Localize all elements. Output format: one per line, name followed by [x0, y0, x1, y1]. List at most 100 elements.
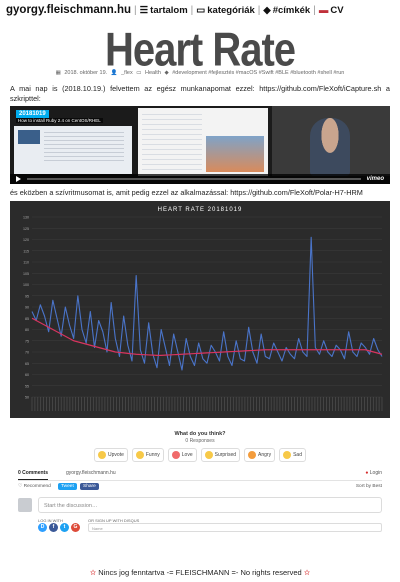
login-label: Login [369, 470, 382, 476]
reaction-label: Angry [258, 452, 272, 458]
reaction-label: Upvote [108, 452, 124, 458]
chart-svg: HEART RATE 20181019 50 55 60 65 70 75 80 85 90 95… [23, 207, 383, 411]
intro-text: A mai nap is (2018.10.19.) felvettem az … [10, 84, 260, 93]
y-tick-label: 65 [25, 362, 29, 366]
reaction-sad[interactable]: Sad [279, 448, 306, 462]
y-tick-label: 80 [25, 328, 29, 332]
calendar-icon: ▦ [55, 70, 61, 76]
avatar [18, 498, 32, 512]
nav-item-label: CV [330, 4, 344, 16]
hrm-text: és eközben a szívritmusomat is, amit ped… [10, 188, 231, 197]
y-tick-label: 55 [25, 384, 29, 388]
twitter-login-icon[interactable]: t [60, 523, 69, 532]
y-tick-label: 125 [23, 227, 29, 231]
y-tick-label: 110 [23, 261, 29, 265]
play-icon[interactable] [16, 176, 21, 182]
post-category[interactable]: Health [145, 70, 161, 76]
response-count: 0 Responses [185, 438, 215, 444]
polar-link[interactable]: https://github.com/FleXoft/Polar-H7-HRM [230, 188, 363, 197]
recommend-button[interactable]: ♡ Recommend [18, 484, 51, 489]
top-nav: gyorgy.fleischmann.hu | ☰ tartalom | ▭ k… [0, 0, 400, 20]
reaction-funny[interactable]: Funny [131, 448, 164, 462]
tag-icon: ◆ [164, 70, 169, 76]
y-tick-label: 85 [25, 317, 29, 321]
reaction-love[interactable]: Love [167, 448, 197, 462]
reaction-label: Surprised [214, 452, 237, 458]
site-title-link[interactable]: gyorgy.fleischmann.hu [6, 4, 132, 16]
tab-comments[interactable]: 0 Comments [18, 470, 49, 480]
chart-title: HEART RATE 20181019 [158, 207, 243, 213]
reaction-angry[interactable]: Angry [244, 448, 276, 462]
flag-icon: ▬ [318, 4, 329, 16]
google-login-icon[interactable]: G [71, 523, 80, 532]
reaction-label: Love [181, 452, 193, 458]
surprised-face-icon [204, 451, 213, 459]
reaction-upvote[interactable]: Upvote [94, 448, 128, 462]
reaction-label: Sad [293, 452, 302, 458]
nav-item-label: tartalom [150, 4, 188, 16]
video-browser-window [142, 114, 202, 172]
folder-icon: ▭ [196, 4, 206, 16]
nav-item-kategoriak[interactable]: ▭ kategóriák [196, 5, 255, 16]
nav-item-cv[interactable]: ▬ CV [319, 5, 344, 16]
y-tick-label: 95 [25, 294, 29, 298]
reaction-question: What do you think? [174, 431, 226, 437]
video-progress-bar[interactable] [27, 178, 361, 180]
webcam-person [310, 118, 350, 176]
funny-face-icon [135, 451, 144, 459]
notification-icon: ● [365, 470, 369, 476]
post-author[interactable]: _flex [121, 70, 133, 76]
star-icon: ✫ [89, 568, 97, 577]
nav-item-label: #címkék [272, 4, 311, 16]
nav-separator: | [313, 4, 316, 16]
disqus-comments: What do you think? 0 Responses Upvote Fu… [10, 424, 390, 562]
nav-item-cimkek[interactable]: ◆ #címkék [263, 5, 310, 16]
disqus-login-icon[interactable]: D [38, 523, 47, 532]
footer-brand: -= FLEISCHMANN =- [166, 568, 239, 577]
video-player[interactable]: 20181019 How to install Ruby 2.4 on Cent… [10, 106, 390, 184]
page-title: Heart Rate [104, 24, 296, 76]
angry-face-icon [248, 451, 257, 459]
signup-with-label: OR SIGN UP WITH DISQUS [88, 518, 140, 523]
login-with-label: LOG IN WITH [38, 518, 63, 523]
average-series-line [31, 317, 383, 356]
y-tick-label: 50 [25, 396, 29, 400]
comment-tabs: 0 Comments gyorgy.fleischmann.hu ● Login [18, 470, 382, 481]
footer-left: Nincs jog fenntartva [98, 568, 165, 577]
vimeo-logo[interactable]: vimeo [366, 176, 384, 182]
share-button[interactable]: Share [80, 483, 99, 490]
y-tick-label: 115 [23, 249, 29, 253]
post-date: 2018. október 19. [64, 70, 108, 76]
sort-dropdown[interactable]: Sort by Best [355, 484, 382, 489]
footer-right: No rights reserved [240, 568, 302, 577]
video-date-badge: 20181019 [16, 110, 49, 118]
intro-text-suffix: a szkripttel: [10, 84, 390, 103]
y-tick-label: 100 [23, 283, 29, 287]
reaction-bar: Upvote Funny Love Surprised Angry Sad [10, 448, 390, 462]
nav-item-label: kategóriák [207, 4, 255, 16]
nav-separator: | [134, 4, 137, 16]
nav-separator: | [190, 4, 194, 16]
nav-item-tartalom[interactable]: ☰ tartalom [140, 5, 188, 16]
y-tick-label: 130 [23, 216, 29, 220]
video-picture [206, 136, 264, 172]
nav-separator: | [257, 4, 261, 16]
y-tick-label: 90 [25, 306, 29, 310]
reaction-label: Funny [145, 452, 160, 458]
icapture-link[interactable]: https://github.com/FleXoft/iCapture.sh [259, 84, 382, 93]
name-input[interactable]: Name [88, 523, 382, 532]
tab-community[interactable]: gyorgy.fleischmann.hu [66, 470, 116, 476]
sad-face-icon [283, 451, 292, 459]
post-tags[interactable]: #development #fejlesztés #macOS #Swift #… [172, 70, 345, 76]
tweet-button[interactable]: Tweet [58, 483, 77, 490]
y-tick-label: 75 [25, 339, 29, 343]
video-text-lines [44, 132, 124, 162]
y-tick-label: 120 [23, 238, 29, 242]
comment-actions: ♡ Recommend Tweet Share Sort by Best [18, 483, 382, 492]
login-dropdown[interactable]: ● Login [365, 470, 382, 476]
intro-paragraph: A mai nap is (2018.10.19.) felvettem az … [10, 84, 390, 103]
video-subtitle: How to install Ruby 2.4 on CentOS/RHEL [16, 118, 103, 123]
facebook-login-icon[interactable]: f [49, 523, 58, 532]
comment-input[interactable]: Start the discussion… [38, 497, 382, 513]
reaction-surprised[interactable]: Surprised [200, 448, 241, 462]
